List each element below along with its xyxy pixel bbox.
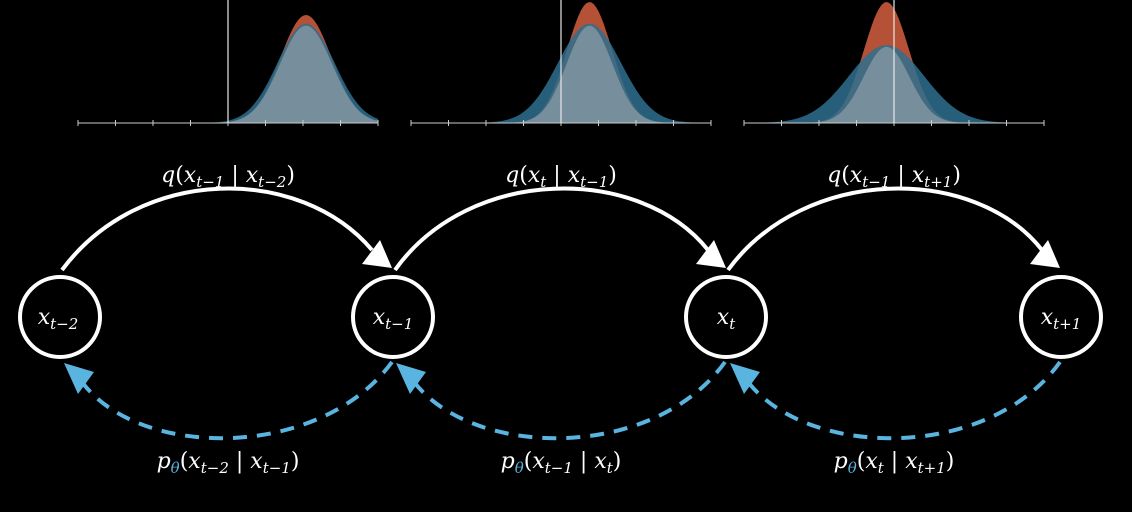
forward-arrowhead-1 bbox=[362, 240, 392, 268]
reverse-arrow-1 bbox=[80, 360, 394, 441]
distribution-plot-3 bbox=[743, 0, 1045, 126]
svg-text:xt: xt bbox=[717, 305, 736, 333]
nodes: xt−2 xt−1 xt xt+1 bbox=[18, 275, 1103, 359]
reverse-labels: pθ(xt−2 | xt−1) pθ(xt−1 | xt) pθ(xt | xt… bbox=[157, 449, 955, 477]
forward-arrow-1 bbox=[60, 186, 374, 272]
forward-label-2: q(xt | xt−1) bbox=[505, 163, 617, 191]
reverse-label-3: pθ(xt | xt+1) bbox=[834, 449, 955, 477]
node-x-t-plus-1: xt+1 bbox=[1019, 275, 1103, 359]
node-x-t-minus-2: xt−2 bbox=[18, 275, 102, 359]
reverse-label-2: pθ(xt−1 | xt) bbox=[501, 449, 622, 477]
svg-text:xt−2: xt−2 bbox=[38, 305, 79, 333]
node-x-t-minus-1: xt−1 bbox=[351, 275, 435, 359]
svg-text:xt−1: xt−1 bbox=[373, 305, 414, 333]
forward-arrowhead-3 bbox=[1030, 240, 1060, 268]
distribution-plot-1 bbox=[77, 0, 379, 126]
overlap-region bbox=[78, 25, 378, 124]
reverse-arrowhead-1 bbox=[64, 363, 94, 394]
forward-arcs bbox=[60, 186, 1060, 272]
distribution-plots bbox=[77, 0, 1045, 126]
forward-arrowhead-2 bbox=[696, 240, 726, 268]
distribution-plot-2 bbox=[410, 0, 712, 126]
node-x-t: xt bbox=[684, 275, 768, 359]
reverse-arrowhead-2 bbox=[396, 363, 426, 394]
svg-text:xt+1: xt+1 bbox=[1041, 305, 1082, 333]
reverse-arrow-2 bbox=[412, 360, 727, 441]
forward-label-3: q(xt−1 | xt+1) bbox=[827, 163, 961, 191]
forward-labels: q(xt−1 | xt−2) q(xt | xt−1) q(xt−1 | xt+… bbox=[161, 163, 961, 191]
forward-arrow-2 bbox=[393, 186, 710, 272]
reverse-arcs bbox=[64, 360, 1062, 441]
reverse-arrow-3 bbox=[746, 360, 1062, 441]
reverse-label-1: pθ(xt−2 | xt−1) bbox=[157, 449, 300, 477]
reverse-arrowhead-3 bbox=[730, 363, 760, 394]
forward-label-1: q(xt−1 | xt−2) bbox=[161, 163, 295, 191]
forward-arrow-3 bbox=[726, 186, 1044, 272]
